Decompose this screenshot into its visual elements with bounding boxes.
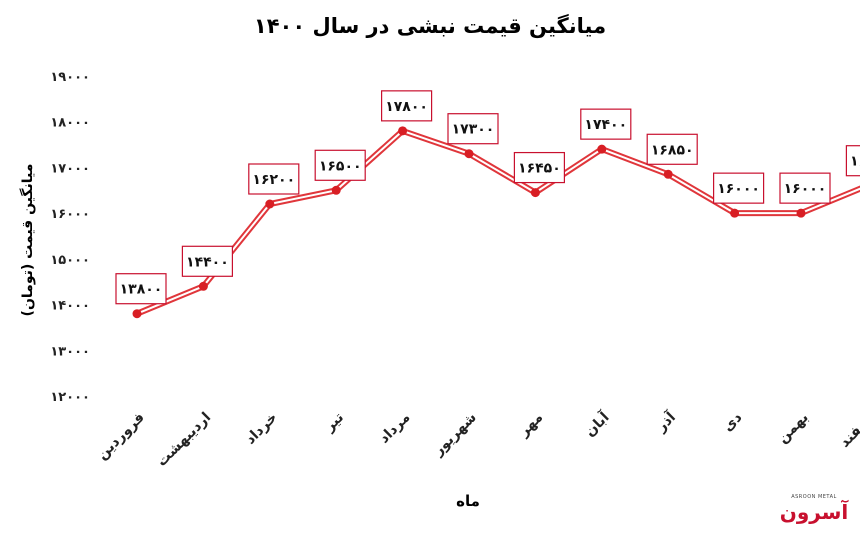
data-point: [464, 149, 474, 159]
series-line-highlight: [136, 129, 860, 315]
y-tick-label: ۱۴۰۰۰: [50, 299, 90, 314]
data-point: [730, 208, 740, 218]
data-point: [265, 199, 275, 209]
data-point: [663, 169, 673, 179]
data-label-box: [314, 149, 366, 181]
x-tick-label: فروردین: [94, 410, 148, 464]
data-label: ۱۶۰۰۰: [784, 181, 827, 197]
y-tick-label: ۱۵۰۰۰: [50, 253, 90, 268]
x-tick-label: آبان: [581, 407, 614, 440]
y-tick-label: ۱۶۰۰۰: [50, 207, 90, 222]
y-tick-label: ۱۳۰۰۰: [50, 344, 90, 359]
data-label-box: [646, 133, 698, 165]
x-tick-label: خرداد: [242, 410, 280, 448]
data-label-box: [779, 172, 831, 204]
y-tick-label: ۱۹۰۰۰: [50, 70, 90, 85]
data-label-box: [447, 113, 499, 145]
x-tick-label: تیر: [321, 410, 347, 436]
x-tick-label: شهریور: [430, 410, 480, 460]
brand-logo: ASROON METAL آسرون: [778, 490, 850, 528]
data-point: [597, 144, 607, 154]
x-tick-label: اردیبهشت: [154, 410, 214, 470]
y-tick-label: ۱۷۰۰۰: [50, 161, 90, 176]
x-tick-label: مرداد: [376, 410, 413, 447]
chart-title: میانگین قیمت نبشی در سال ۱۴۰۰: [253, 14, 607, 38]
data-label: ۱۶۸۵۰: [651, 142, 694, 158]
data-label: ۱۶۲۰۰: [252, 172, 295, 188]
data-label-box: [712, 172, 765, 204]
series-line: [134, 127, 860, 317]
data-label: ۱۷۸۰۰: [385, 99, 428, 115]
data-label: ۱۶۰۰۰: [717, 181, 760, 197]
x-tick-label: دی: [720, 410, 745, 435]
data-label-box: [115, 273, 167, 305]
data-label-box: [381, 90, 433, 122]
data-label: ۱۶۴۵۰: [518, 161, 561, 177]
data-label-box: [580, 108, 632, 140]
x-tick-label: مهر: [515, 410, 546, 441]
data-label-box: [845, 145, 860, 177]
data-label: ۱۳۸۰۰: [120, 282, 163, 298]
y-tick-label: ۱۲۰۰۰: [50, 390, 90, 405]
data-point: [198, 281, 208, 291]
data-label-box: [181, 245, 233, 277]
x-tick-label: بهمن: [775, 410, 812, 447]
data-point: [398, 126, 408, 136]
y-tick-label: ۱۸۰۰۰: [50, 116, 90, 131]
logo-text: آسرون: [779, 500, 849, 524]
x-tick-label: آذر: [651, 407, 679, 435]
data-label-box: [248, 163, 300, 195]
data-label: ۱۴۴۰۰: [186, 254, 229, 270]
data-point: [796, 208, 806, 218]
data-label: ۱۶۶۰۰: [850, 154, 860, 170]
logo-subtitle: ASROON METAL: [791, 494, 837, 500]
data-label: ۱۶۵۰۰: [319, 158, 362, 174]
data-point: [530, 188, 540, 198]
data-label: ۱۷۳۰۰: [452, 122, 495, 138]
x-axis-title: ماه: [456, 492, 480, 510]
data-label-box: [513, 151, 566, 184]
data-point: [132, 309, 142, 319]
data-point: [331, 185, 341, 195]
x-tick-label: اسفند: [837, 410, 860, 451]
data-label: ۱۷۴۰۰: [584, 117, 627, 133]
